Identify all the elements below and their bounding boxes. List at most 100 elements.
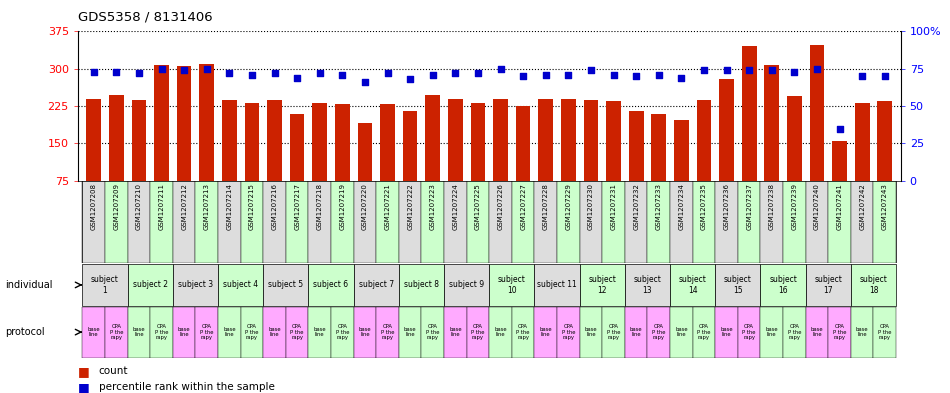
Point (200, 66, 215, 72)
Point (696, 67, 712, 73)
Bar (493, 99, 508, 218)
Text: CPA
P the
rapy: CPA P the rapy (155, 324, 168, 340)
Bar (422, 307, 444, 358)
Text: subject 5: subject 5 (268, 281, 303, 289)
Bar (602, 181, 625, 263)
Text: base
line: base line (584, 327, 598, 338)
Text: base
line: base line (223, 327, 236, 338)
Bar (783, 307, 806, 358)
Bar (851, 264, 896, 306)
Bar (290, 114, 305, 218)
Bar (806, 181, 828, 263)
Text: GSM1207240: GSM1207240 (814, 183, 820, 230)
Bar (629, 111, 643, 218)
Bar (873, 181, 896, 263)
Bar (309, 264, 353, 306)
Bar (715, 307, 738, 358)
Text: subject
10: subject 10 (498, 275, 525, 295)
Bar (652, 114, 666, 218)
Text: GSM1207238: GSM1207238 (769, 183, 775, 230)
Bar (267, 100, 282, 218)
Point (380, 70, 395, 76)
Point (267, 70, 282, 76)
Point (742, 67, 757, 73)
Bar (535, 181, 557, 263)
Text: percentile rank within the sample: percentile rank within the sample (99, 382, 275, 392)
Bar (760, 264, 806, 306)
Bar (150, 181, 173, 263)
Point (583, 67, 598, 73)
Point (357, 79, 372, 85)
Point (674, 75, 689, 81)
Bar (648, 307, 670, 358)
Text: base
line: base line (630, 327, 642, 338)
Text: GSM1207216: GSM1207216 (272, 183, 277, 230)
Bar (535, 264, 580, 306)
Text: CPA
P the
rapy: CPA P the rapy (697, 324, 711, 340)
Bar (535, 307, 557, 358)
Bar (557, 181, 580, 263)
Text: GSM1207227: GSM1207227 (521, 183, 526, 230)
Text: subject
17: subject 17 (814, 275, 843, 295)
Bar (422, 181, 444, 263)
Point (403, 76, 418, 83)
Point (154, 66, 169, 72)
Text: subject
12: subject 12 (588, 275, 617, 295)
Text: base
line: base line (766, 327, 778, 338)
Bar (806, 307, 828, 358)
Bar (218, 307, 240, 358)
Text: subject 9: subject 9 (449, 281, 484, 289)
Bar (696, 100, 712, 218)
Bar (828, 181, 851, 263)
Text: CPA
P the
rapy: CPA P the rapy (742, 324, 756, 340)
Bar (583, 100, 598, 218)
Bar (150, 307, 173, 358)
Text: GSM1207218: GSM1207218 (316, 183, 323, 230)
Text: GSM1207217: GSM1207217 (294, 183, 300, 230)
Point (426, 72, 441, 78)
Text: GSM1207229: GSM1207229 (565, 183, 571, 230)
Bar (828, 307, 851, 358)
Bar (105, 181, 127, 263)
Text: GSM1207234: GSM1207234 (678, 183, 684, 230)
Text: CPA
P the
rapy: CPA P the rapy (335, 324, 349, 340)
Text: GSM1207236: GSM1207236 (724, 183, 730, 230)
Point (719, 67, 734, 73)
Bar (357, 123, 372, 218)
Text: GSM1207213: GSM1207213 (203, 183, 210, 230)
Text: CPA
P the
rapy: CPA P the rapy (517, 324, 530, 340)
Text: base
line: base line (359, 327, 371, 338)
Text: GSM1207211: GSM1207211 (159, 183, 164, 230)
Text: base
line: base line (720, 327, 732, 338)
Bar (444, 307, 466, 358)
Bar (426, 95, 440, 218)
Point (787, 69, 802, 75)
Text: count: count (99, 366, 128, 376)
Text: CPA
P the
rapy: CPA P the rapy (607, 324, 620, 340)
Bar (512, 181, 535, 263)
Text: subject
1: subject 1 (91, 275, 119, 295)
Bar (109, 95, 124, 218)
Text: GSM1207220: GSM1207220 (362, 183, 368, 230)
Bar (625, 264, 670, 306)
Bar (353, 264, 399, 306)
Text: subject 3: subject 3 (178, 281, 213, 289)
Bar (670, 307, 693, 358)
Bar (127, 181, 150, 263)
Bar (783, 181, 806, 263)
Point (86, 69, 102, 75)
Text: GSM1207242: GSM1207242 (859, 183, 865, 230)
Text: GSM1207208: GSM1207208 (90, 183, 97, 230)
Text: subject
16: subject 16 (770, 275, 797, 295)
Bar (602, 307, 625, 358)
Bar (353, 181, 376, 263)
Bar (154, 65, 169, 218)
Text: base
line: base line (314, 327, 326, 338)
Bar (738, 307, 760, 358)
Bar (177, 66, 192, 218)
Text: base
line: base line (449, 327, 462, 338)
Bar (127, 264, 173, 306)
Bar (173, 264, 219, 306)
Point (108, 69, 124, 75)
Point (516, 73, 531, 79)
